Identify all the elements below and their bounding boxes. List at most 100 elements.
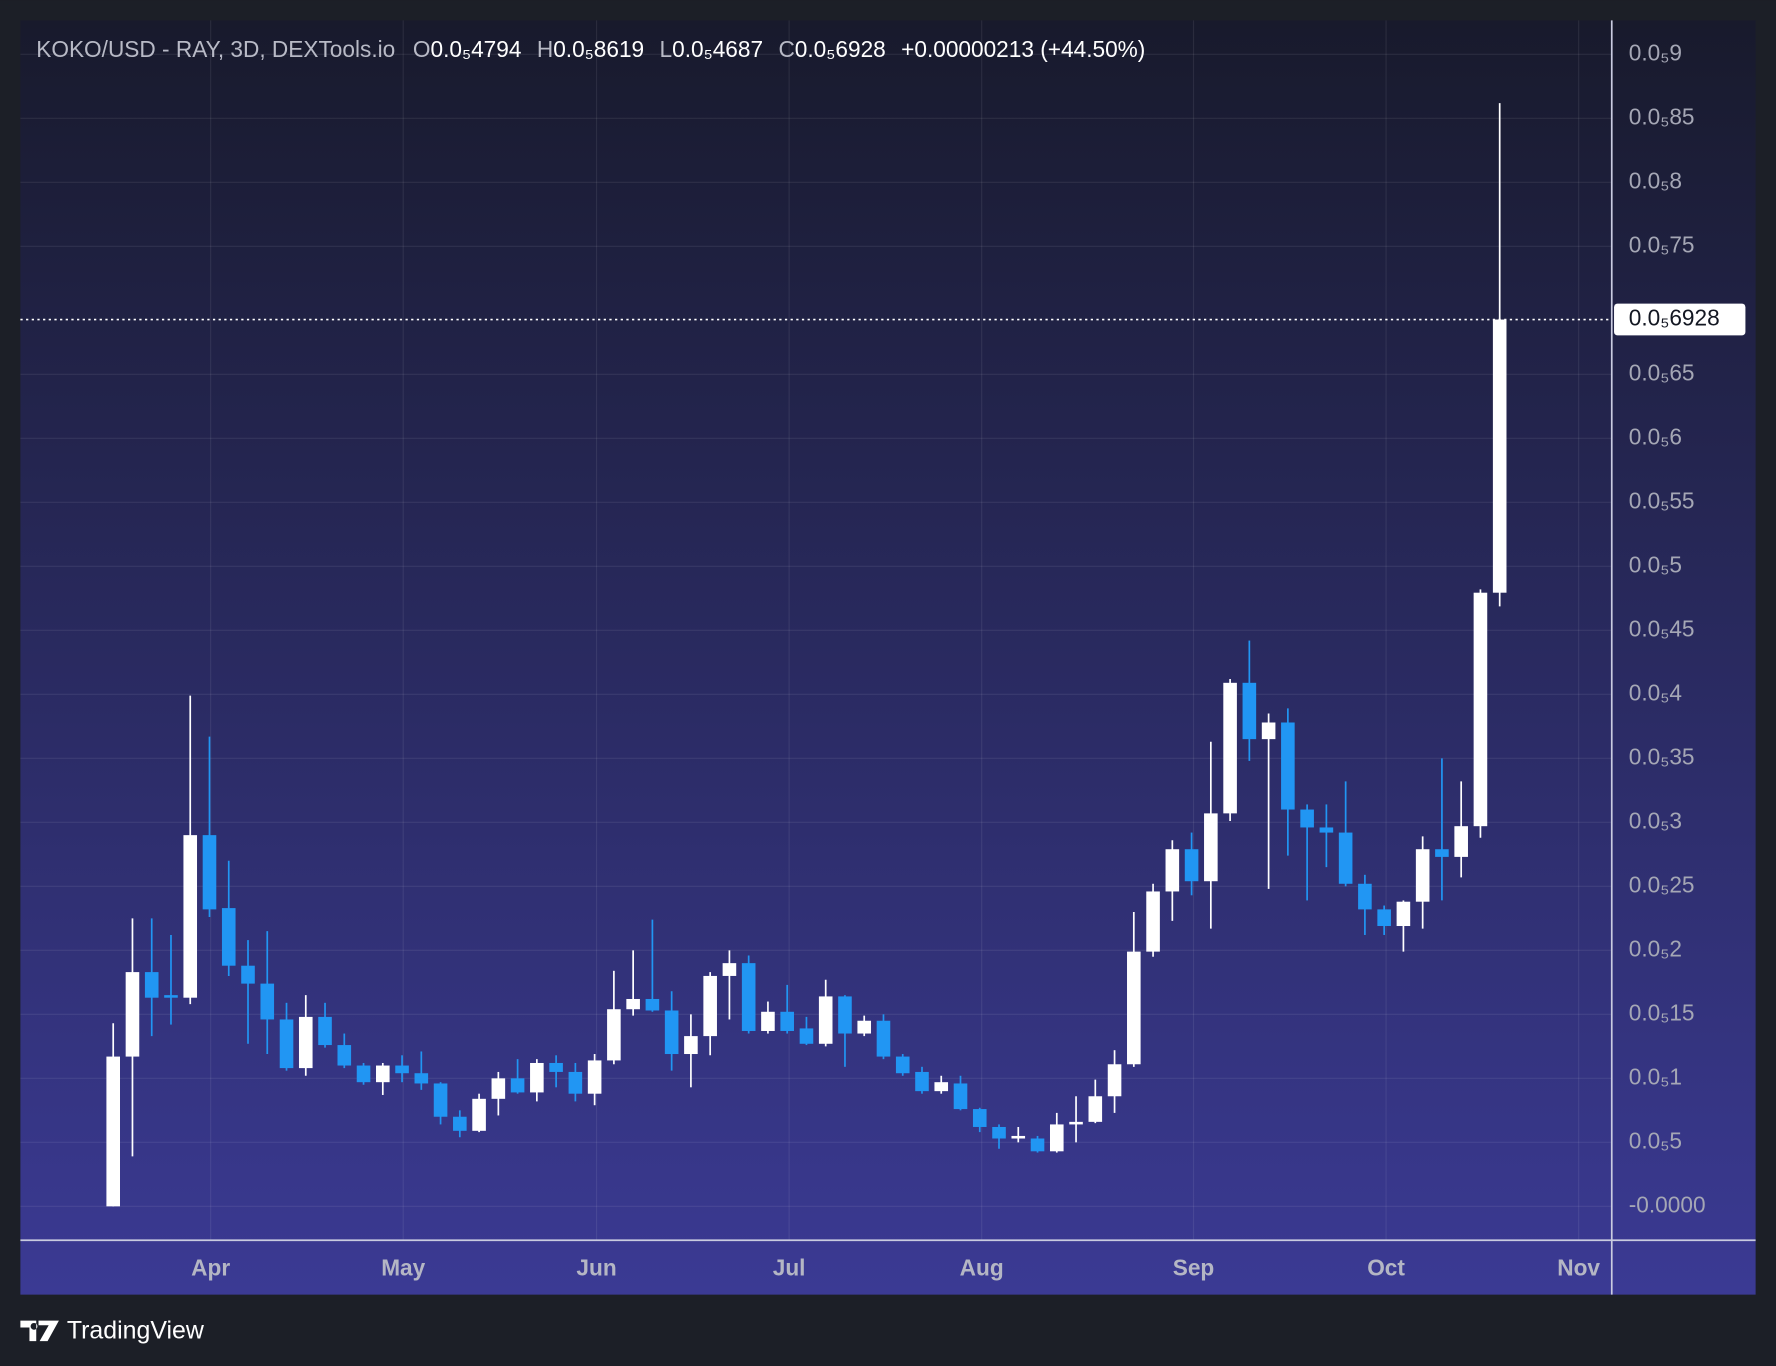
- candle-body: [356, 1065, 371, 1083]
- candle-body: [876, 1020, 891, 1057]
- y-tick-label: 0.0₅9: [1629, 39, 1682, 65]
- candle-body: [1300, 809, 1314, 828]
- candle-body: [626, 998, 640, 1010]
- candle-body: [703, 975, 717, 1037]
- y-tick-label: 0.0₅65: [1629, 359, 1695, 385]
- y-tick-label: 0.0₅5: [1629, 1127, 1682, 1153]
- ohlc-value: 0.0₅6928: [795, 36, 886, 62]
- x-tick-label: Jul: [773, 1255, 806, 1281]
- last-price-label: 0.0₅6928: [1629, 305, 1720, 331]
- candle-body: [1107, 1064, 1122, 1097]
- candle-body: [818, 996, 833, 1044]
- candle-body: [722, 963, 737, 976]
- ohlc-key: H: [537, 36, 553, 62]
- candle-body: [1165, 849, 1180, 892]
- candle-body: [164, 995, 178, 998]
- candle-body: [1473, 592, 1488, 827]
- candle-body: [780, 1011, 794, 1031]
- candle-body: [1338, 832, 1353, 884]
- candle-body: [972, 1109, 987, 1127]
- candle-body: [1223, 682, 1237, 814]
- y-tick-label: 0.0₅85: [1629, 103, 1695, 129]
- candle-body: [510, 1078, 525, 1093]
- candle-body: [1358, 883, 1372, 910]
- brand-logo: [20, 1320, 59, 1342]
- brand-name: TradingView: [67, 1317, 205, 1345]
- candle-body: [761, 1011, 775, 1031]
- candle-body: [125, 972, 140, 1057]
- x-tick-label: Sep: [1173, 1255, 1215, 1281]
- candle-body: [1281, 722, 1295, 810]
- y-tick-label: 0.0₅55: [1629, 487, 1695, 513]
- candle-body: [221, 908, 236, 966]
- candle-body: [530, 1062, 544, 1093]
- candle-body: [895, 1056, 910, 1074]
- last-price-box: [1614, 303, 1746, 336]
- candle-body: [607, 1009, 621, 1061]
- y-tick-label: 0.0₅75: [1629, 231, 1695, 257]
- x-tick-label: Nov: [1557, 1255, 1600, 1281]
- candle-body: [1261, 722, 1276, 740]
- x-tick-label: Apr: [191, 1255, 230, 1281]
- candle-body: [992, 1126, 1006, 1139]
- candle-body: [664, 1010, 679, 1055]
- candle-body: [684, 1036, 698, 1055]
- candle-body: [1319, 827, 1334, 833]
- x-tick-label: Jun: [576, 1255, 616, 1281]
- y-tick-label: 0.0₅3: [1629, 807, 1682, 833]
- y-tick-label: 0.0₅4: [1629, 679, 1682, 705]
- x-tick-label: May: [381, 1255, 425, 1281]
- plot-background: [20, 20, 1756, 1295]
- candle-body: [799, 1028, 814, 1044]
- candle-body: [915, 1071, 929, 1092]
- grid: [20, 20, 1612, 1241]
- candle-body: [106, 1056, 121, 1207]
- x-tick-label: Aug: [960, 1255, 1004, 1281]
- candle-body: [1396, 901, 1411, 927]
- candle-body: [1088, 1096, 1103, 1122]
- candle-body: [1454, 826, 1468, 857]
- y-tick-label: 0.0₅2: [1629, 935, 1682, 961]
- candle-body: [202, 835, 217, 910]
- candle-body: [934, 1082, 949, 1092]
- candle-body: [587, 1060, 602, 1094]
- candle-body: [953, 1083, 968, 1110]
- y-tick-label: 0.0₅6: [1629, 423, 1682, 449]
- candle-body: [1204, 813, 1218, 882]
- candle-body: [838, 996, 852, 1034]
- candle-body: [376, 1065, 390, 1083]
- candle-body: [298, 1016, 313, 1069]
- candles: [20, 103, 1612, 1207]
- y-tick-label: -0.0000: [1629, 1191, 1706, 1217]
- candle-body: [1011, 1135, 1026, 1139]
- legend-header: KOKO/USD - RAY, 3D, DEXTools.io O0.0₅479…: [36, 36, 1145, 62]
- ohlc-key: C: [778, 36, 794, 62]
- y-tick-label: 0.0₅15: [1629, 999, 1695, 1025]
- ohlc-key: O: [413, 36, 431, 62]
- candle-body: [549, 1062, 563, 1072]
- candle-body: [1435, 849, 1449, 857]
- y-tick-label: 0.0₅35: [1629, 743, 1695, 769]
- candle-body: [1377, 909, 1391, 927]
- candle-body: [1049, 1124, 1064, 1152]
- candle-body: [568, 1071, 583, 1094]
- candle-body: [1030, 1138, 1045, 1152]
- y-tick-label: 0.0₅25: [1629, 871, 1695, 897]
- ohlc-value: 0.0₅4687: [672, 36, 763, 62]
- ohlc-key: L: [660, 36, 673, 62]
- candle-body: [318, 1016, 332, 1046]
- candle-body: [241, 965, 255, 984]
- candle-body: [453, 1116, 467, 1131]
- candle-body: [1242, 682, 1257, 740]
- candle-body: [395, 1065, 409, 1074]
- labels: 0.0₅9 0.0₅85 0.0₅8 0.0₅75 0.0₅65 0.0₅6 0.0₅55 0…: [191, 39, 1746, 1281]
- candle-body: [472, 1098, 486, 1131]
- candle-body: [491, 1078, 506, 1099]
- candle-body: [857, 1020, 872, 1034]
- y-tick-label: 0.0₅1: [1629, 1063, 1682, 1089]
- ohlc-value: 0.0₅8619: [553, 36, 644, 62]
- x-tick-label: Oct: [1367, 1255, 1405, 1281]
- candle-body: [1415, 849, 1430, 902]
